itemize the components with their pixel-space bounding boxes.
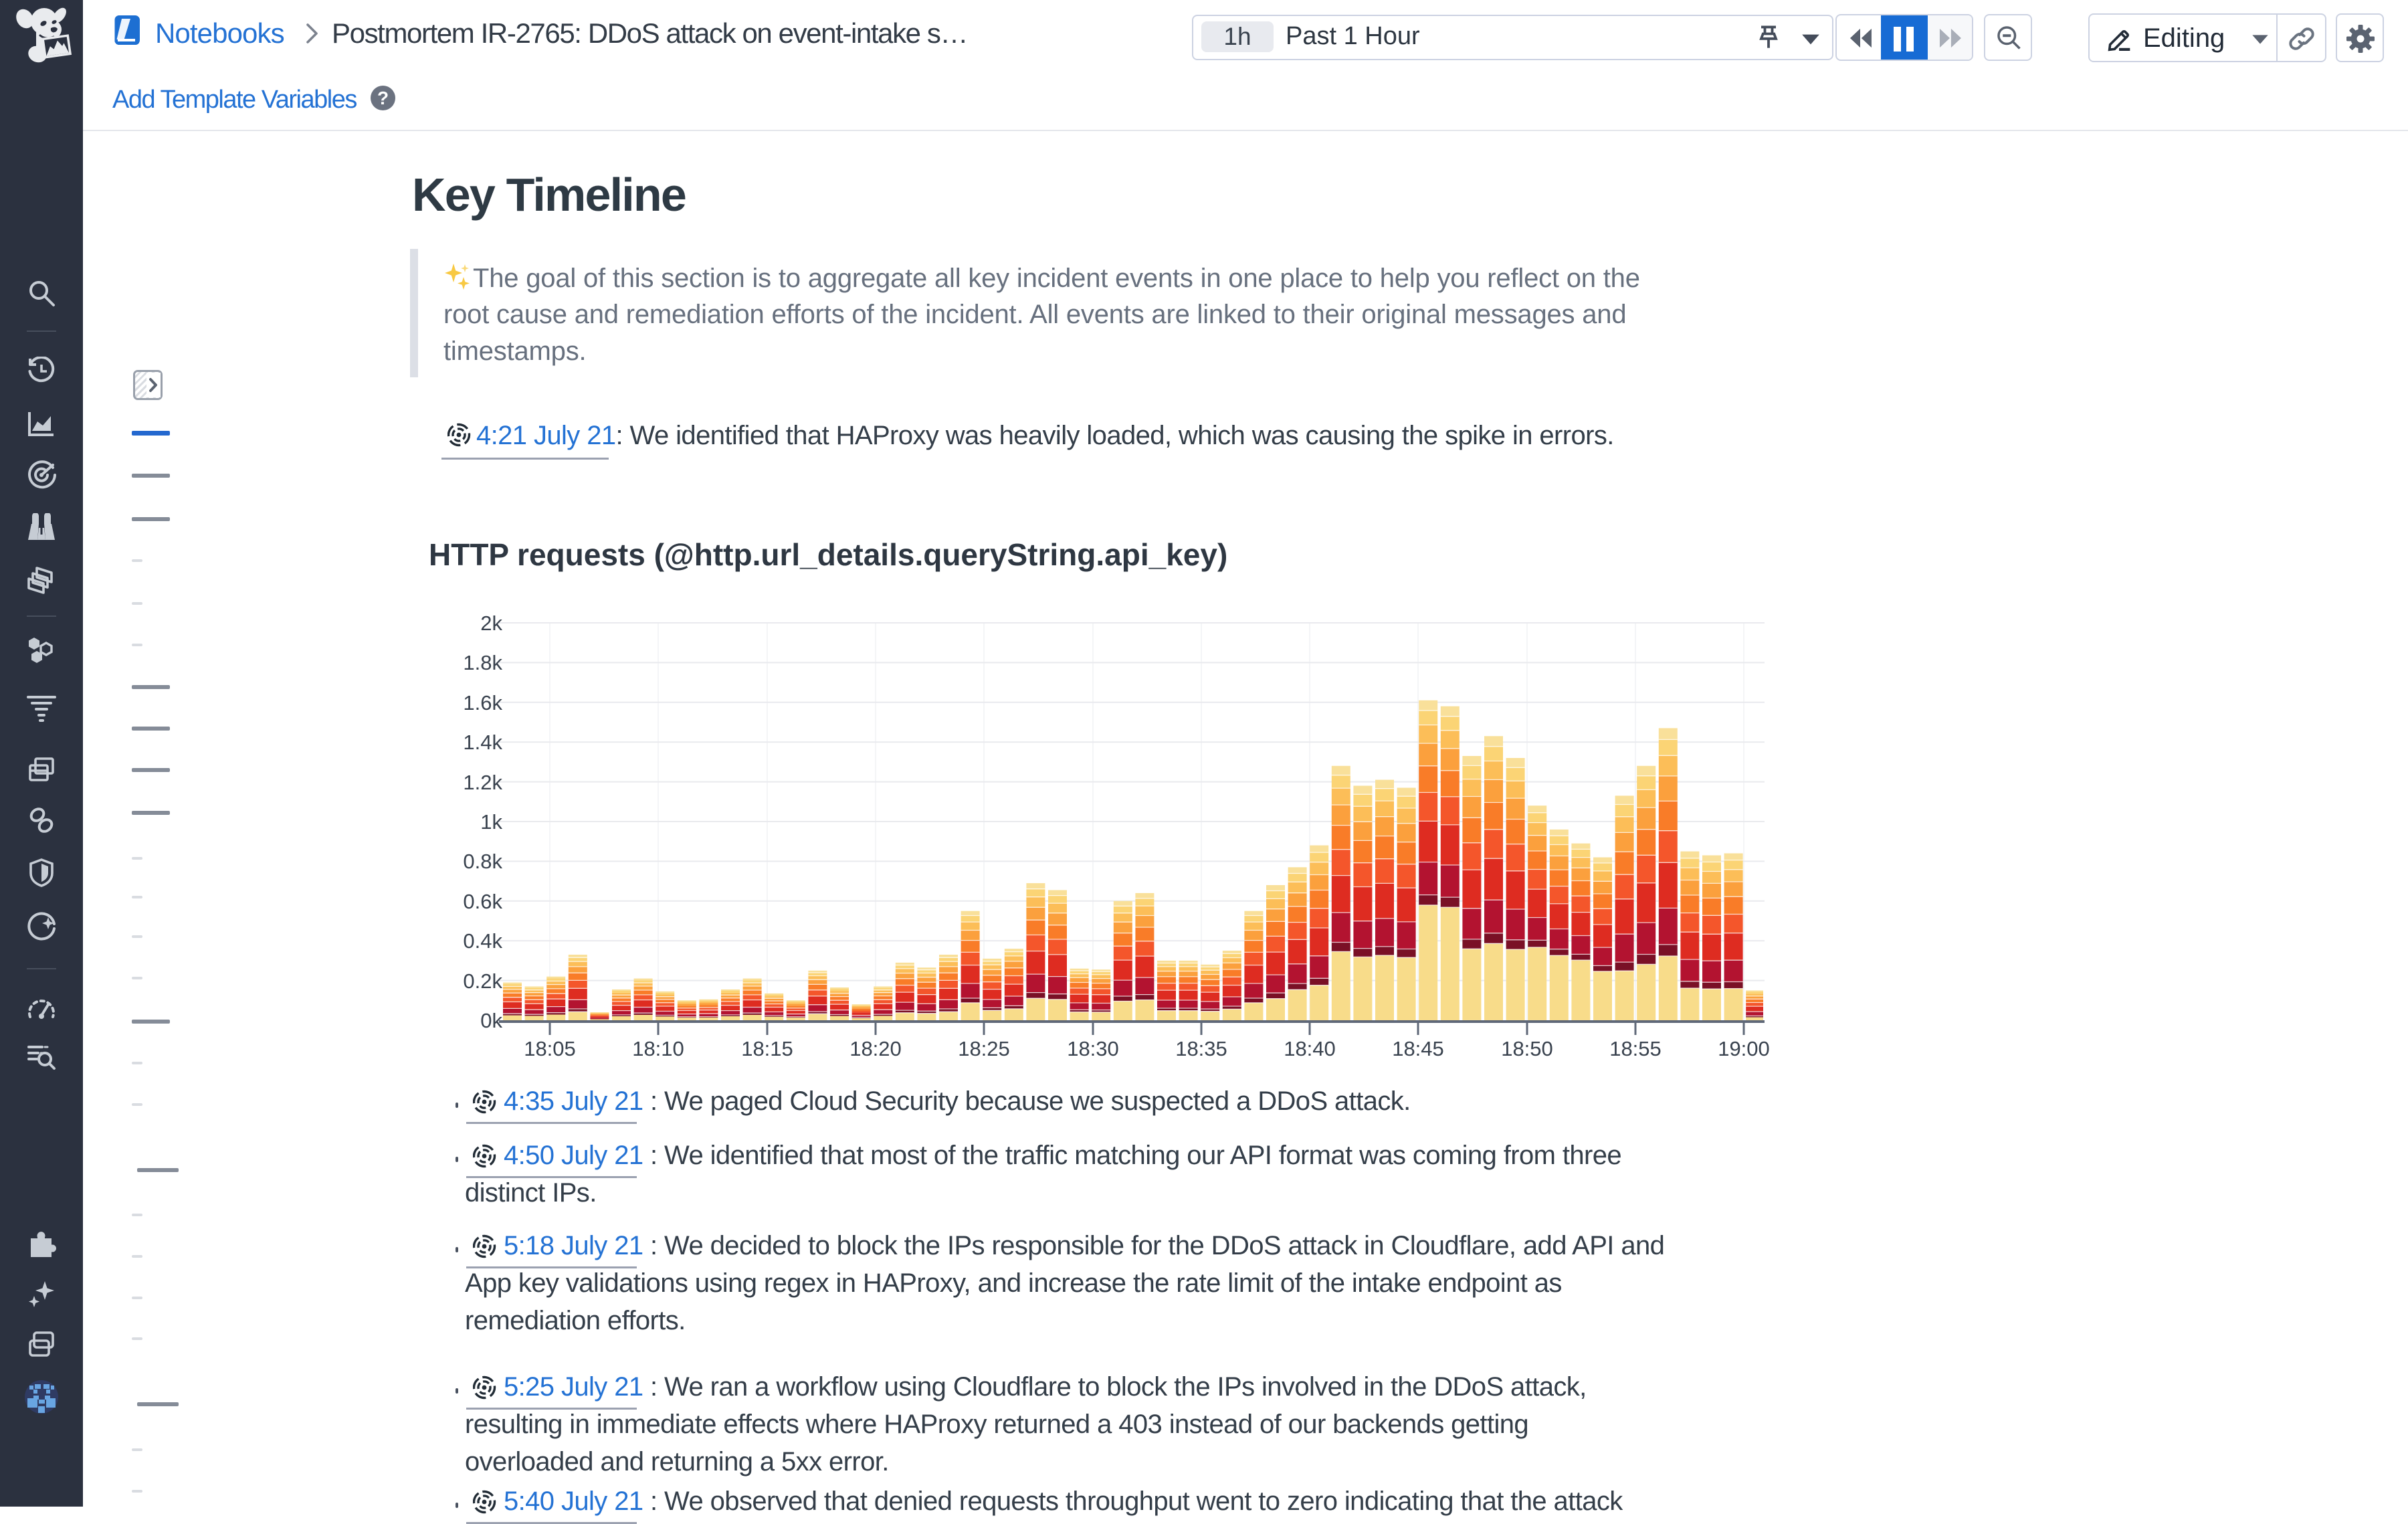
svg-text:19:00: 19:00 [1718, 1037, 1770, 1060]
svg-text:1.6k: 1.6k [463, 691, 502, 715]
svg-text:18:35: 18:35 [1175, 1037, 1227, 1060]
svg-text:18:40: 18:40 [1284, 1037, 1336, 1060]
svg-text:0.2k: 0.2k [463, 969, 502, 993]
svg-text:18:45: 18:45 [1392, 1037, 1444, 1060]
svg-text:18:25: 18:25 [958, 1037, 1010, 1060]
svg-text:1.8k: 1.8k [463, 651, 502, 674]
svg-text:18:15: 18:15 [741, 1037, 793, 1060]
svg-text:0k: 0k [480, 1009, 502, 1032]
svg-text:1.4k: 1.4k [463, 731, 502, 754]
svg-text:1.2k: 1.2k [463, 771, 502, 794]
svg-text:18:20: 18:20 [849, 1037, 902, 1060]
svg-text:0.6k: 0.6k [463, 890, 502, 913]
svg-text:18:10: 18:10 [632, 1037, 684, 1060]
svg-text:2k: 2k [480, 611, 502, 635]
svg-text:18:50: 18:50 [1501, 1037, 1553, 1060]
svg-text:0.8k: 0.8k [463, 850, 502, 873]
svg-text:0.4k: 0.4k [463, 929, 502, 953]
svg-text:18:05: 18:05 [524, 1037, 576, 1060]
svg-text:18:30: 18:30 [1067, 1037, 1119, 1060]
svg-text:1k: 1k [480, 810, 502, 834]
svg-text:18:55: 18:55 [1609, 1037, 1662, 1060]
